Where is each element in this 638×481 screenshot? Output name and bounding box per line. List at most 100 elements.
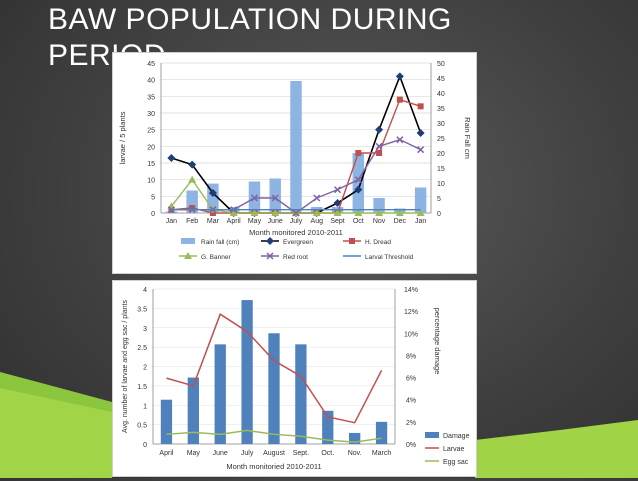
- bar-rainfall: [269, 178, 281, 213]
- accent-lime-light-polygon: [0, 388, 112, 478]
- bar-rainfall: [373, 198, 385, 213]
- point-0: [167, 154, 176, 162]
- y2-tick-label: 45: [437, 76, 445, 83]
- point-1: [376, 150, 383, 156]
- point-2: [416, 209, 425, 216]
- chart-rainfall-larvae-svg: 0 5 10 15 20 25 30 35 40 45 0 5 10 15 20 25 30 35 40 45 50 Ja…: [118, 61, 472, 261]
- y2-tick-label: 5: [437, 196, 441, 203]
- point-3: [167, 206, 175, 214]
- legend-label: Larval Threshold: [365, 254, 414, 261]
- y2-tick-label: 40: [437, 91, 445, 98]
- y-tick-label: 35: [147, 94, 155, 101]
- series-line-1: [166, 429, 382, 443]
- y2-tick-label: 12%: [404, 309, 418, 316]
- legend-marker: [184, 252, 192, 259]
- legend-label: H. Dread: [365, 239, 391, 246]
- point-2: [271, 209, 280, 216]
- x-tick-label: July: [241, 450, 254, 457]
- legend-swatch: [425, 432, 439, 438]
- y-axis-label: Avg. number of larvae and egg sac / plan…: [122, 300, 129, 433]
- legend-marker: [349, 238, 355, 244]
- y-tick-label: 2.5: [137, 345, 147, 352]
- y2-axis-label: percentage damage: [433, 308, 442, 375]
- point-1: [189, 205, 196, 211]
- point-3: [292, 209, 300, 217]
- y2-tick-label: 15: [437, 166, 445, 173]
- y-tick-label: 3.5: [137, 306, 147, 313]
- y2-tick-label: 8%: [406, 353, 416, 360]
- y2-tick-label: 50: [437, 61, 445, 68]
- y2-tick-label: 25: [437, 136, 445, 143]
- x-tick-label: Mar: [207, 218, 220, 225]
- y-tick-label: 40: [147, 78, 155, 85]
- x-tick-label: May: [187, 450, 201, 457]
- y-tick-label: 25: [147, 128, 155, 135]
- y2-tick-label: 35: [437, 106, 445, 113]
- x-axis-label: Month monitored 2010-2011: [249, 228, 343, 237]
- point-0: [395, 72, 404, 81]
- y-tick-label: 1: [143, 403, 147, 410]
- y2-tick-label: 0: [437, 211, 441, 218]
- y2-axis-label: Rain Fall cm: [463, 117, 472, 159]
- x-tick-label: March: [372, 450, 392, 457]
- chart-damage-larvae: 0 0.5 1 1.5 2 2.5 3 3.5 4 0% 2% 4% 6% 8% 10% 12% 14% Apri…: [112, 280, 477, 477]
- point-1: [355, 150, 362, 156]
- y-tick-label: 0: [151, 211, 155, 218]
- point-2: [188, 175, 197, 183]
- y-tick-label: 1.5: [137, 384, 147, 391]
- y-tick-label: 10: [147, 178, 155, 185]
- y2-tick-label: 4%: [406, 398, 416, 405]
- y2-tick-label: 6%: [406, 376, 416, 383]
- point-0: [333, 199, 342, 207]
- point-1: [396, 96, 403, 103]
- x-tick-label: August: [263, 450, 285, 457]
- y-tick-label: 3: [143, 326, 147, 333]
- x-tick-label: Oct.: [321, 450, 334, 457]
- y-tick-label: 5: [151, 194, 155, 201]
- point-0: [208, 189, 217, 197]
- bar-rainfall: [207, 183, 219, 213]
- legend-marker: [266, 252, 274, 260]
- x-axis-label: Month monitoried 2010-2011: [226, 462, 321, 471]
- y-tick-label: 15: [147, 161, 155, 168]
- legend-label: Red root: [283, 254, 308, 261]
- bar-rainfall: [414, 187, 427, 213]
- chart-damage-larvae-svg: 0 0.5 1 1.5 2 2.5 3 3.5 4 0% 2% 4% 6% 8% 10% 12% 14% Apri…: [122, 287, 470, 471]
- point-1: [209, 210, 216, 216]
- y2-tick-label: 14%: [404, 287, 418, 294]
- bar-damage: [349, 432, 361, 444]
- legend-label: G. Banner: [201, 254, 231, 261]
- y2-tick-label: 20: [437, 151, 445, 158]
- bar-damage: [295, 344, 307, 444]
- y-tick-label: 4: [143, 287, 147, 294]
- point-3: [396, 136, 404, 144]
- bar-rainfall: [290, 81, 302, 213]
- bar-damage: [214, 344, 226, 444]
- point-2: [229, 209, 238, 216]
- x-tick-label: June: [213, 450, 228, 457]
- point-3: [271, 194, 279, 202]
- x-tick-label: Sept.: [293, 450, 309, 457]
- legend-label: Evergreen: [283, 239, 313, 246]
- point-2: [395, 209, 404, 216]
- point-2: [375, 209, 384, 216]
- bar-damage: [241, 300, 253, 444]
- y2-tick-label: 0%: [406, 442, 416, 449]
- bar-damage: [187, 377, 199, 444]
- y-tick-label: 2: [143, 365, 147, 372]
- x-tick-label: May: [248, 218, 262, 225]
- x-tick-label: Oct: [353, 218, 364, 225]
- legend-swatch: [181, 238, 195, 244]
- y-tick-label: 20: [147, 144, 155, 151]
- x-tick-label: Dec: [394, 218, 407, 225]
- x-tick-label: Jan: [415, 218, 426, 225]
- legend-marker: [266, 237, 274, 245]
- x-tick-label: Nov: [373, 218, 386, 225]
- point-3: [250, 194, 258, 202]
- legend-label: Rain fall (cm): [201, 239, 239, 246]
- point-3: [354, 176, 362, 184]
- bar-damage: [160, 399, 173, 444]
- y-axis-label: larvae / 5 plants: [118, 111, 127, 164]
- x-tick-label: Nov.: [348, 450, 362, 457]
- point-2: [250, 209, 259, 216]
